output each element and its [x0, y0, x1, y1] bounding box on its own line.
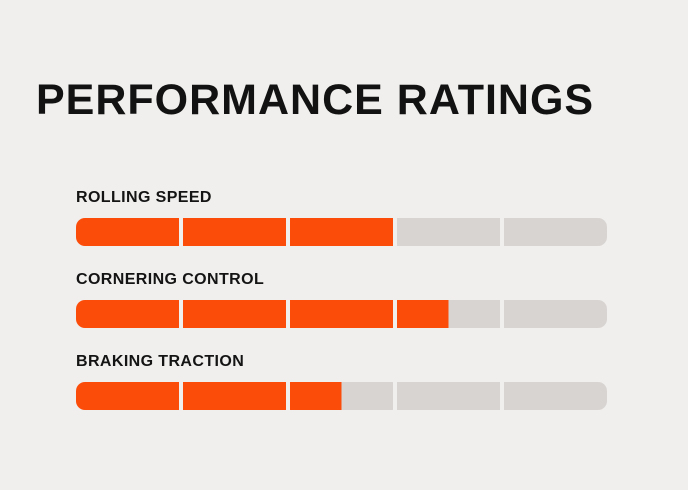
rating-segment — [76, 382, 179, 410]
rating-segment — [397, 300, 500, 328]
rating-label-rolling-speed: ROLLING SPEED — [76, 189, 212, 206]
rating-segment — [183, 218, 286, 246]
rating-segment — [290, 382, 393, 410]
page-title: PERFORMANCE RATINGS — [36, 76, 595, 124]
rating-label-braking-traction: BRAKING TRACTION — [76, 353, 245, 370]
rating-segment — [397, 218, 500, 246]
rating-segment — [290, 300, 393, 328]
rating-segment — [76, 218, 179, 246]
rating-bar-rolling-speed — [76, 218, 607, 246]
rating-segment — [183, 300, 286, 328]
rating-segment — [397, 382, 500, 410]
rating-segment — [76, 300, 179, 328]
rating-segment — [504, 218, 607, 246]
rating-bar-braking-traction — [76, 382, 607, 410]
rating-segment — [504, 300, 607, 328]
rating-segment — [504, 382, 607, 410]
rating-label-cornering-control: CORNERING CONTROL — [76, 271, 265, 288]
rating-segment — [183, 382, 286, 410]
rating-row: CORNERING CONTROL — [76, 270, 607, 328]
ratings-chart: ROLLING SPEED CORNERING CONTROL BRAKING … — [76, 188, 607, 434]
rating-segment — [290, 218, 393, 246]
rating-bar-cornering-control — [76, 300, 607, 328]
rating-row: ROLLING SPEED — [76, 188, 607, 246]
rating-row: BRAKING TRACTION — [76, 352, 607, 410]
